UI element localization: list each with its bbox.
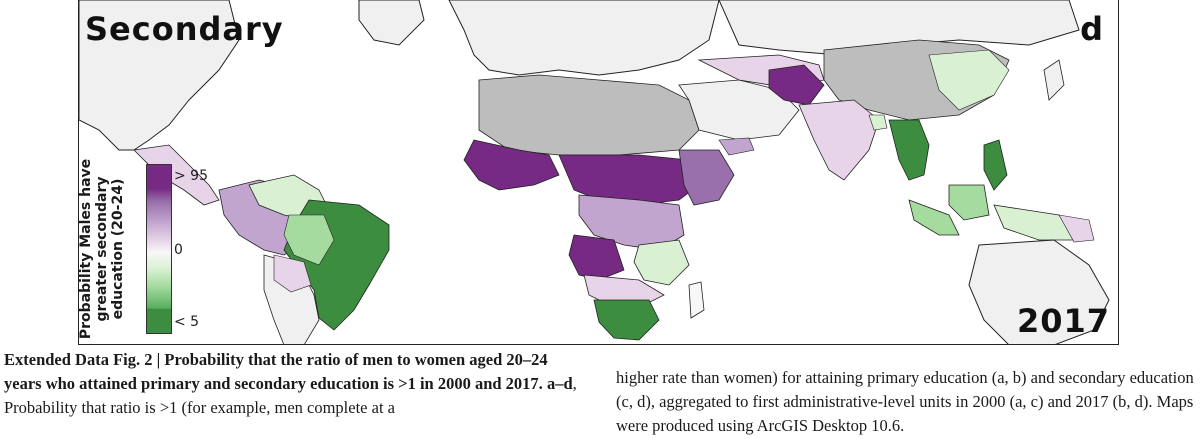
bolivia-paraguay (273, 254, 312, 293)
legend-tick-low: < 5 (174, 314, 200, 330)
panel-letter: d (1080, 10, 1104, 48)
north-america-landmass (79, 0, 240, 151)
philippines (983, 139, 1008, 191)
australia-landmass (968, 239, 1110, 344)
middle-east-region (678, 79, 800, 141)
legend-title: Probability Males have greater secondary… (78, 158, 126, 340)
horn-of-africa (678, 149, 735, 206)
east-africa-region (633, 239, 690, 286)
caption-right-column: higher rate than women) for attaining pr… (616, 366, 1200, 438)
sahel-central-africa (558, 154, 700, 206)
papua (1058, 214, 1095, 243)
world-map (79, 0, 1110, 344)
greenland-landmass (358, 0, 425, 46)
panel-title: Secondary (85, 10, 284, 48)
indonesia-sumatra (908, 199, 960, 236)
figure-caption: Extended Data Fig. 2 | Probability that … (0, 348, 1200, 439)
caption-left-column: Extended Data Fig. 2 | Probability that … (4, 348, 589, 420)
china-east (928, 49, 1010, 111)
caption-fig-label: Extended Data Fig. 2 | (4, 350, 165, 369)
legend: Probability Males have greater secondary… (68, 159, 208, 339)
caption-bold-title: Probability that the ratio of men to wom… (4, 350, 548, 393)
north-africa-region (478, 74, 700, 156)
legend-title-container: Probability Males have greater secondary… (62, 159, 142, 339)
brazil-interior (283, 214, 335, 266)
bangladesh-region (868, 114, 888, 131)
caption-body-right: higher rate than women) for attaining pr… (616, 368, 1194, 435)
legend-color-bar (146, 164, 172, 334)
year-label: 2017 (1016, 302, 1110, 340)
yemen-region (718, 137, 755, 156)
indonesia-east (993, 204, 1080, 241)
indonesia-borneo (948, 184, 990, 221)
legend-tick-high: > 95 (174, 168, 208, 184)
south-africa-region (593, 299, 660, 341)
west-africa-region (463, 139, 560, 191)
legend-tick-mid: 0 (174, 242, 183, 258)
europe-landmass (448, 0, 720, 76)
map-panel: Secondary d 2017 (78, 0, 1119, 345)
madagascar (688, 281, 705, 319)
india-region (798, 99, 880, 181)
caption-body-left: , Probability that ratio is >1 (for exam… (4, 374, 577, 417)
japan (1043, 59, 1065, 101)
southeast-asia-mainland (888, 119, 930, 181)
caption-panels: a–d (546, 374, 573, 393)
